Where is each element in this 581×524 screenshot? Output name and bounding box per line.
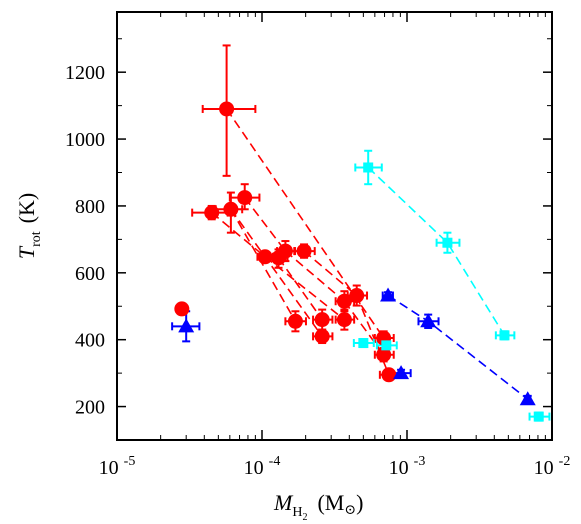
x-tick-label: 10 -4 — [244, 454, 281, 479]
data-point-circle — [287, 313, 303, 329]
y-tick-label: 1200 — [65, 62, 105, 84]
plot-frame — [116, 11, 553, 441]
data-point-circle — [219, 101, 235, 117]
data-point-circle — [204, 205, 220, 221]
data-point-circle — [381, 367, 397, 383]
data-point-circle — [174, 301, 190, 317]
data-point-circle — [314, 312, 330, 328]
dashed-connector — [230, 208, 297, 322]
data-point-circle — [223, 201, 239, 217]
data-point-triangle — [420, 313, 437, 328]
data-point-circle — [296, 243, 312, 259]
y-axis-label-sub: rot — [29, 231, 44, 247]
error-bars-layer — [171, 44, 551, 422]
ticks-layer — [116, 12, 553, 440]
y-tick-label: 1000 — [65, 129, 105, 151]
dashed-connector — [211, 212, 266, 258]
data-point-square — [381, 340, 392, 351]
data-point-square — [358, 338, 369, 349]
data-point-square — [533, 411, 544, 422]
data-point-square — [363, 162, 374, 173]
x-axis-label-sub: H — [292, 505, 302, 520]
data-point-circle — [336, 293, 352, 309]
x-tick-label: 10 -5 — [99, 454, 136, 479]
dashed-connector — [284, 250, 345, 302]
data-point-square — [442, 237, 453, 248]
data-point-circle — [257, 249, 273, 265]
dashed-connector — [303, 250, 358, 297]
x-axis-label-main: M — [273, 490, 294, 515]
x-axis-label: MH2 (M⊙) — [273, 490, 363, 523]
data-point-circle — [349, 288, 365, 304]
data-point-triangle — [380, 287, 397, 302]
y-tick-label: 800 — [75, 196, 105, 218]
data-point-circle — [314, 328, 330, 344]
svg-text:Trot(K): Trot (K) — [14, 193, 44, 259]
y-tick-label: 600 — [75, 263, 105, 285]
dashed-connector — [230, 208, 323, 337]
dashed-connector — [343, 300, 385, 356]
y-axis-label-main: T — [14, 245, 39, 259]
data-point-circle — [277, 243, 293, 259]
tick-labels-layer: 200 400 600 800 1000 1200 10 -5 10 -4 10 -3 10 -2 — [65, 62, 570, 479]
x-axis-label-subsub: 2 — [302, 512, 307, 523]
points-layer — [174, 101, 544, 422]
y-axis-label: Trot (K) — [14, 193, 44, 259]
data-point-triangle — [519, 391, 536, 406]
y-tick-label: 400 — [75, 330, 105, 352]
dashed-connector — [367, 166, 506, 336]
data-point-circle — [376, 347, 392, 363]
data-point-circle — [336, 312, 352, 328]
dashed-connector — [277, 257, 323, 321]
x-axis-label-unit: (M — [317, 490, 344, 515]
y-axis-label-unit: (K) — [14, 193, 39, 224]
data-point-square — [499, 330, 510, 341]
x-tick-label: 10 -2 — [534, 454, 571, 479]
data-point-triangle — [393, 365, 410, 380]
dashed-connector — [244, 197, 287, 252]
y-tick-label: 200 — [75, 397, 105, 419]
data-point-triangle — [178, 318, 195, 333]
x-tick-label: 10 -3 — [389, 454, 426, 479]
x-axis-label-unit-sub: ⊙ — [344, 503, 356, 518]
dashed-connector — [387, 294, 529, 400]
x-axis-label-unit-close: ) — [356, 490, 363, 515]
svg-text:MH2(M⊙): MH2 (M⊙) — [273, 490, 363, 523]
data-point-circle — [237, 190, 253, 206]
